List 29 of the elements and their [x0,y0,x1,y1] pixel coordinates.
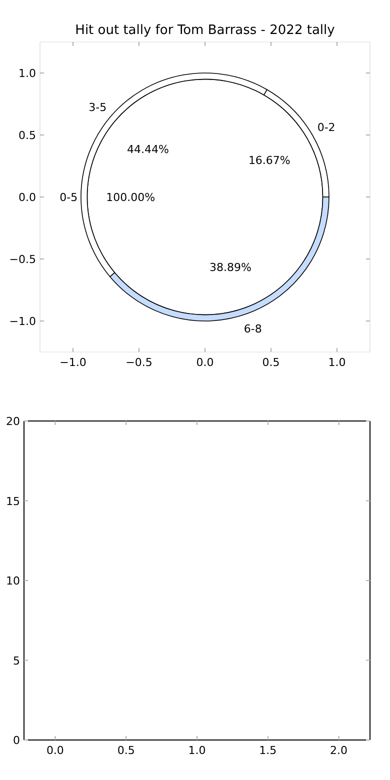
x-tick-label: 1.0 [188,744,206,757]
x-tick-label: −1.0 [60,356,86,369]
y-tick-label: −1.0 [9,315,36,328]
y-tick-label: −0.5 [9,253,36,266]
slice-label: 3-5 [88,100,107,114]
slice-label: 6-8 [244,322,262,336]
x-tick-label: 1.0 [328,356,346,369]
x-tick-label: −0.5 [126,356,152,369]
y-tick-label: 0 [13,734,20,747]
data-label: 100.00% [106,191,156,204]
data-label: 38.89% [209,260,252,274]
x-tick-label: 0.0 [196,356,214,369]
x-tick-label: 0.0 [46,744,64,757]
slice-label: 0-5 [60,191,78,204]
slice-label: 0-2 [317,120,336,134]
x-tick-label: 0.5 [262,356,280,369]
y-tick-label: 15 [6,494,20,508]
x-tick-label: 2.0 [330,744,348,757]
y-tick-label: 20 [6,415,20,428]
chart-title: Hit out tally for Tom Barrass - 2022 tally [75,23,336,38]
data-label: 44.44% [127,143,169,156]
x-tick-label: 0.5 [117,744,135,757]
y-tick-label: 1.0 [18,67,36,80]
y-tick-label: 5 [13,654,20,668]
y-tick-label: 10 [6,574,20,588]
data-label: 16.67% [248,154,290,167]
y-tick-label: 0.0 [18,191,36,204]
y-tick-label: 0.5 [18,129,36,142]
x-tick-label: 1.5 [259,744,277,757]
